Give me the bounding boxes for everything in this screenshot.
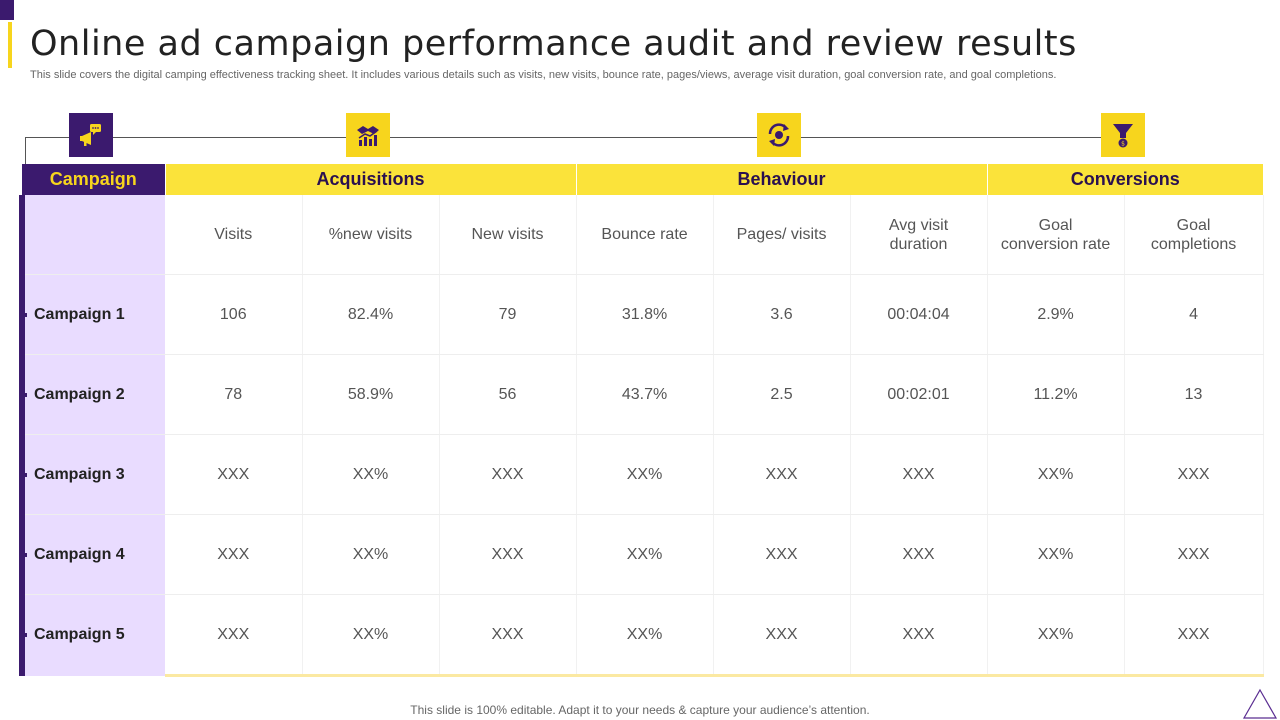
value-cell: 58.9%: [302, 354, 440, 435]
table-body: Visits %new visits New visits Bounce rate Pa…: [19, 195, 1264, 677]
metric-header: New visits: [439, 195, 577, 275]
icon-connector-line: [25, 137, 1123, 138]
metric-header: Goal completions: [1124, 195, 1264, 275]
metric-header: Pages/ visits: [713, 195, 851, 275]
icon-connector-drop: [25, 137, 26, 165]
table-row: Campaign 3 XXX XX% XXX XX% XXX XXX XX% XXX: [19, 434, 1264, 515]
svg-text:$: $: [1121, 141, 1125, 148]
value-cell: 2.5: [713, 354, 851, 435]
value-cell: 00:04:04: [850, 274, 988, 355]
megaphone-chat-icon: [69, 113, 113, 157]
value-cell: XXX: [165, 594, 303, 677]
value-cell: XXX: [439, 594, 577, 677]
value-cell: XXX: [850, 514, 988, 595]
page-title: Online ad campaign performance audit and…: [30, 24, 1077, 64]
funnel-dollar-icon: $: [1101, 113, 1145, 157]
campaign-name: Campaign 3: [34, 465, 125, 483]
acquisitions-group-header: Acquisitions: [164, 164, 577, 195]
corner-accent: [0, 0, 14, 20]
table-row: Campaign 2 78 58.9% 56 43.7% 2.5 00:02:01 11.2%…: [19, 354, 1264, 435]
campaign-name: Campaign 2: [34, 385, 125, 403]
campaign-name: Campaign 1: [34, 305, 125, 323]
metric-header: Avg visit duration: [850, 195, 988, 275]
metric-header: Visits: [165, 195, 303, 275]
metric-header-row: Visits %new visits New visits Bounce rate Pa…: [19, 195, 1264, 275]
cycle-refresh-icon: [757, 113, 801, 157]
value-cell: 82.4%: [302, 274, 440, 355]
value-cell: XXX: [1124, 594, 1264, 677]
campaign-name-cell: Campaign 2: [19, 354, 165, 435]
value-cell: XXX: [850, 434, 988, 515]
campaign-name: Campaign 5: [34, 626, 125, 644]
value-cell: 56: [439, 354, 577, 435]
footer-note: This slide is 100% editable. Adapt it to…: [410, 703, 870, 717]
table-row: Campaign 1 106 82.4% 79 31.8% 3.6 00:04:04 2.9%…: [19, 274, 1264, 355]
conversions-group-header: Conversions: [986, 164, 1264, 195]
value-cell: 4: [1124, 274, 1264, 355]
metric-header-blank: [19, 195, 165, 275]
handshake-growth-icon: [346, 113, 390, 157]
value-cell: 79: [439, 274, 577, 355]
row-marker: [23, 312, 27, 317]
value-cell: XXX: [713, 594, 851, 677]
value-cell: XX%: [987, 594, 1125, 677]
value-cell: 3.6: [713, 274, 851, 355]
campaign-group-header: Campaign: [22, 164, 165, 195]
value-cell: XXX: [850, 594, 988, 677]
value-cell: XX%: [302, 514, 440, 595]
row-marker: [23, 392, 27, 397]
value-cell: XX%: [987, 434, 1125, 515]
campaign-performance-table: Campaign Acquisitions Behaviour Conversi…: [19, 164, 1264, 677]
table-row: Campaign 4 XXX XX% XXX XX% XXX XXX XX% XXX: [19, 514, 1264, 595]
value-cell: XXX: [165, 514, 303, 595]
title-accent: [8, 22, 12, 68]
campaign-name-cell: Campaign 3: [19, 434, 165, 515]
campaign-name-cell: Campaign 4: [19, 514, 165, 595]
value-cell: 00:02:01: [850, 354, 988, 435]
value-cell: 11.2%: [987, 354, 1125, 435]
corner-triangle-icon: [1242, 688, 1278, 719]
metric-header: Bounce rate: [576, 195, 714, 275]
value-cell: XX%: [302, 434, 440, 515]
campaign-name-cell: Campaign 1: [19, 274, 165, 355]
value-cell: 78: [165, 354, 303, 435]
behaviour-group-header: Behaviour: [575, 164, 988, 195]
campaign-name-cell: Campaign 5: [19, 594, 165, 676]
value-cell: 106: [165, 274, 303, 355]
row-marker: [23, 472, 27, 477]
value-cell: 2.9%: [987, 274, 1125, 355]
campaign-name: Campaign 4: [34, 545, 125, 563]
value-cell: XX%: [576, 434, 714, 515]
value-cell: 31.8%: [576, 274, 714, 355]
value-cell: 13: [1124, 354, 1264, 435]
row-marker: [23, 633, 27, 638]
row-marker: [23, 552, 27, 557]
value-cell: XXX: [713, 434, 851, 515]
value-cell: XXX: [165, 434, 303, 515]
value-cell: XXX: [1124, 434, 1264, 515]
value-cell: XXX: [439, 514, 577, 595]
value-cell: 43.7%: [576, 354, 714, 435]
value-cell: XX%: [576, 594, 714, 677]
value-cell: XX%: [576, 514, 714, 595]
value-cell: XX%: [987, 514, 1125, 595]
metric-header: %new visits: [302, 195, 440, 275]
value-cell: XX%: [302, 594, 440, 677]
value-cell: XXX: [1124, 514, 1264, 595]
value-cell: XXX: [439, 434, 577, 515]
value-cell: XXX: [713, 514, 851, 595]
metric-header: Goal conversion rate: [987, 195, 1125, 275]
table-row: Campaign 5 XXX XX% XXX XX% XXX XXX XX% XXX: [19, 594, 1264, 677]
page-subtitle: This slide covers the digital camping ef…: [30, 69, 1057, 81]
